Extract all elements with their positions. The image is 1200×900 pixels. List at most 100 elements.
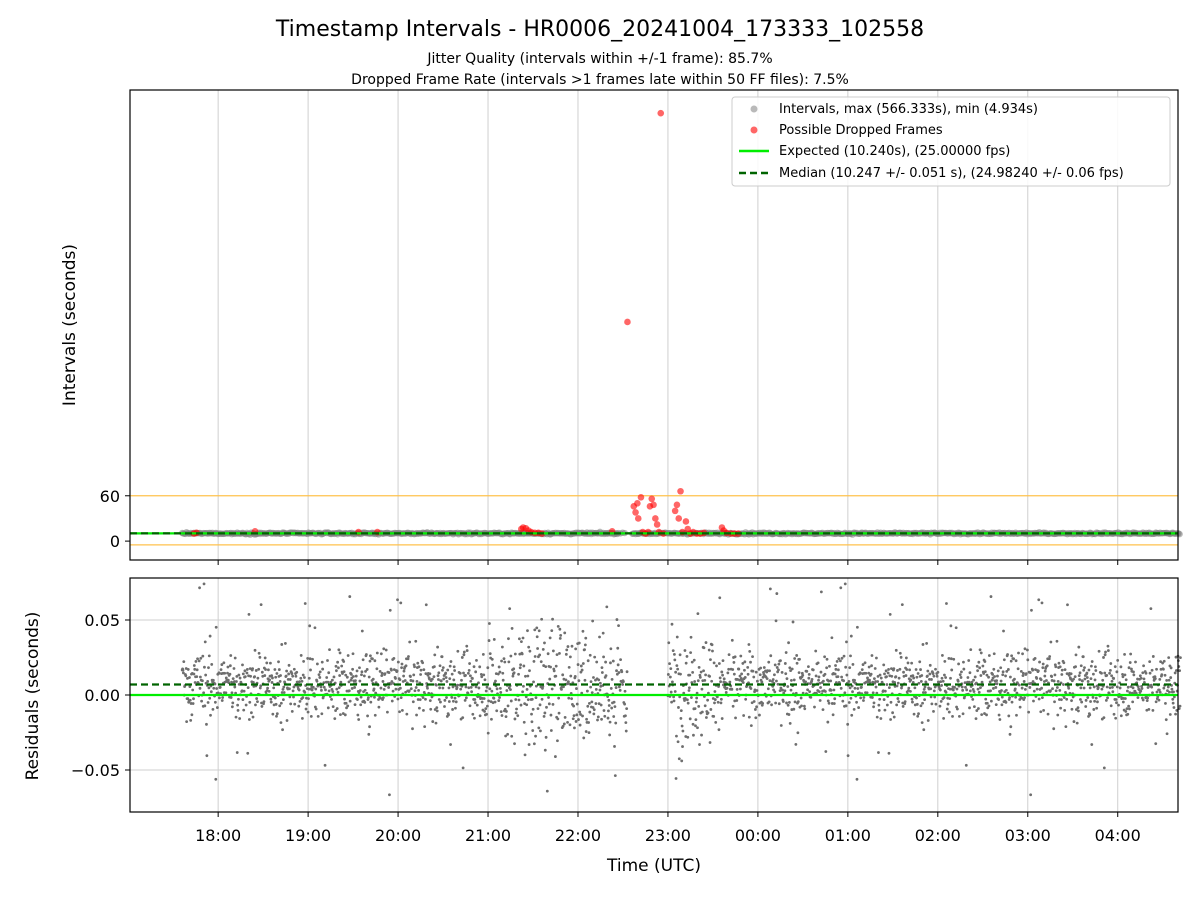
residual-point (993, 675, 997, 678)
residual-point (416, 698, 420, 701)
residual-point (382, 647, 386, 651)
residual-point (973, 675, 977, 679)
residual-point (679, 717, 683, 720)
residual-point (929, 687, 933, 691)
residual-point (783, 689, 787, 693)
residual-point (597, 678, 601, 682)
residual-point (444, 671, 448, 675)
residual-point (488, 622, 491, 625)
residual-point (287, 672, 291, 676)
residual-point (543, 748, 547, 752)
residual-point (500, 714, 504, 717)
residual-point (479, 672, 483, 676)
residual-point (893, 680, 897, 684)
residual-point (964, 763, 968, 767)
residual-point (431, 720, 435, 723)
residual-point (1012, 657, 1016, 661)
residual-point (595, 660, 599, 664)
residual-point (775, 679, 778, 683)
residual-point (526, 674, 530, 678)
residual-point (1158, 690, 1162, 694)
residual-point (1169, 676, 1173, 679)
residual-point (206, 680, 210, 683)
residual-point (741, 662, 745, 665)
residual-point (544, 735, 548, 739)
residual-point (279, 721, 283, 724)
residual-point (995, 682, 999, 686)
residual-point (301, 673, 305, 677)
residual-point (872, 705, 875, 709)
residual-point (527, 743, 531, 746)
residual-point (713, 698, 717, 701)
residual-point (830, 636, 834, 640)
residual-point (1150, 685, 1154, 689)
residual-point (917, 712, 920, 716)
residual-point (1165, 732, 1169, 736)
residual-point (895, 684, 899, 688)
residual-point (381, 696, 385, 700)
residual-point (293, 702, 297, 706)
residual-point (751, 669, 755, 673)
residual-point (1062, 661, 1066, 665)
residual-point (676, 740, 680, 744)
residual-point (349, 678, 353, 682)
residual-point (891, 711, 895, 715)
residual-point (451, 708, 454, 711)
residual-point (456, 649, 460, 653)
residual-point (396, 660, 400, 664)
residual-point (189, 702, 193, 705)
residual-point (1032, 699, 1035, 703)
residuals-y-tick-label: −0.05 (71, 761, 120, 780)
residual-point (182, 660, 186, 664)
residual-point (842, 679, 846, 683)
residual-point (814, 649, 818, 653)
residual-point (214, 777, 218, 781)
dropped-frame-point (637, 493, 645, 501)
residual-point (419, 673, 423, 676)
residual-point (675, 664, 679, 667)
residual-point (613, 745, 616, 748)
residual-point (367, 732, 371, 736)
residual-point (450, 672, 454, 676)
residual-point (513, 717, 517, 721)
residual-point (817, 675, 821, 679)
residual-point (702, 669, 705, 673)
residual-point (292, 667, 296, 671)
residual-point (1155, 667, 1158, 671)
residual-point (1036, 669, 1040, 673)
residual-point (1077, 674, 1081, 678)
residual-point (473, 698, 477, 701)
residual-point (625, 670, 629, 674)
residual-point (258, 655, 262, 659)
residuals-reference-lines (130, 683, 1178, 697)
residual-point (1164, 701, 1167, 705)
residual-point (923, 685, 927, 689)
residual-point (366, 696, 370, 700)
residual-point (1048, 655, 1052, 658)
residual-point (1127, 704, 1131, 708)
residual-point (877, 708, 881, 712)
residual-point (204, 673, 208, 677)
residual-point (1016, 667, 1020, 671)
residual-point (403, 679, 407, 682)
residual-point (519, 703, 523, 707)
residual-point (829, 689, 833, 692)
residual-point (674, 777, 678, 780)
residual-point (528, 649, 532, 653)
residual-point (424, 603, 428, 607)
residual-point (193, 667, 197, 671)
residual-point (1031, 680, 1035, 683)
residual-point (566, 680, 570, 683)
residual-point (417, 706, 421, 710)
residual-point (1055, 639, 1059, 643)
residual-point (319, 685, 323, 689)
residual-point (270, 681, 274, 684)
residual-point (436, 674, 440, 678)
residual-point (715, 695, 719, 699)
residual-point (318, 676, 322, 679)
residual-point (791, 620, 795, 624)
residual-point (678, 653, 682, 657)
residual-point (759, 666, 763, 670)
residual-point (985, 673, 989, 677)
residual-point (735, 687, 739, 691)
